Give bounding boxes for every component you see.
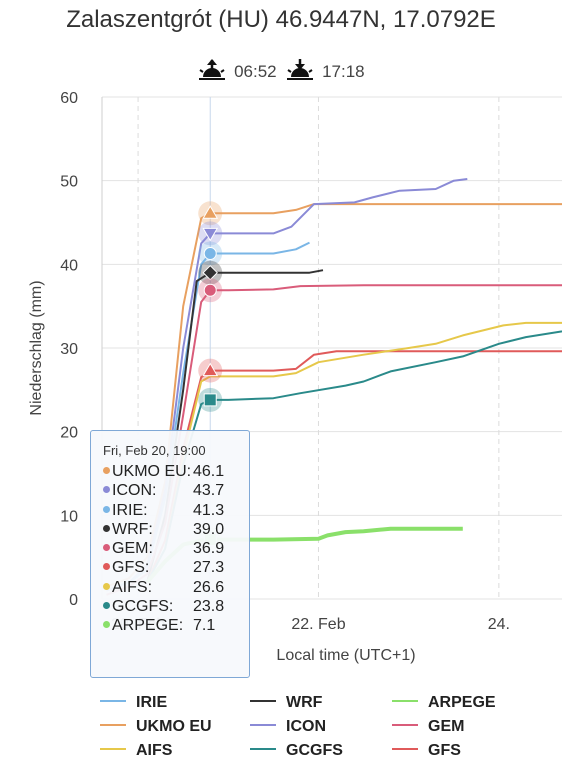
x-axis-title: Local time (UTC+1) xyxy=(276,647,415,664)
tooltip-row: WRF: 39.0 xyxy=(103,520,249,539)
tooltip-rows: UKMO EU: 46.1 ICON: 43.7 IRIE: 41.3 WRF: 39.0 GE… xyxy=(103,462,249,636)
legend-label: ARPEGE xyxy=(428,694,496,711)
x-tick-label: 24. xyxy=(488,616,510,633)
tooltip-value: 43.7 xyxy=(193,482,225,500)
legend-item-gfs[interactable]: GFS xyxy=(392,742,461,760)
tooltip-value: 41.3 xyxy=(193,501,225,519)
marker-wrf xyxy=(202,264,218,281)
tooltip-series-name: UKMO EU: xyxy=(112,463,192,480)
tooltip-value: 39.0 xyxy=(193,520,225,538)
sun-times: 06:52 17:18 xyxy=(0,58,562,82)
marker-gcgfs xyxy=(203,393,217,407)
legend-swatch xyxy=(392,700,418,702)
tooltip-value: 46.1 xyxy=(193,463,225,480)
legend-swatch xyxy=(100,724,126,726)
marker-ukmo-eu xyxy=(202,205,219,219)
tooltip-row: GCGFS: 23.8 xyxy=(103,597,249,616)
tooltip-series-name: GCGFS: xyxy=(112,598,174,616)
tooltip-series-name: GFS: xyxy=(112,559,150,577)
legend-label: UKMO EU xyxy=(136,718,212,735)
tooltip-value: 36.9 xyxy=(193,540,225,558)
tooltip-dot xyxy=(103,505,110,513)
marker-icon xyxy=(202,227,219,242)
tooltip-series-name: IRIE: xyxy=(112,501,148,519)
marker-gfs xyxy=(202,362,219,377)
y-tick-label: 30 xyxy=(60,341,78,358)
tooltip-row: ARPEGE: 7.1 xyxy=(103,616,249,635)
tooltip-dot xyxy=(103,563,110,571)
sunrise-icon xyxy=(199,59,226,80)
legend-swatch xyxy=(250,724,276,726)
tooltip-row: AIFS: 26.6 xyxy=(103,578,249,597)
legend-label: GFS xyxy=(428,742,461,759)
legend-label: GEM xyxy=(428,718,465,735)
chart-title: Zalaszentgrót (HU) 46.9447N, 17.0792E xyxy=(66,6,496,33)
legend-label: IRIE xyxy=(136,694,168,711)
legend-label: WRF xyxy=(286,694,323,711)
legend-item-irie[interactable]: IRIE xyxy=(100,694,167,712)
tooltip-dot xyxy=(103,544,110,552)
tooltip-row: GEM: 36.9 xyxy=(103,539,249,558)
legend-swatch xyxy=(250,700,276,702)
y-tick-label: 40 xyxy=(60,257,78,274)
legend-swatch xyxy=(100,748,126,750)
tooltip-dot xyxy=(103,621,110,629)
legend-item-gcgfs[interactable]: GCGFS xyxy=(250,742,343,760)
y-tick-label: 20 xyxy=(60,425,78,442)
tooltip-dot xyxy=(103,486,110,494)
legend-label: ICON xyxy=(286,718,326,735)
tooltip-dot xyxy=(103,602,110,610)
y-tick-label: 50 xyxy=(60,174,78,191)
tooltip-row: ICON: 43.7 xyxy=(103,481,249,500)
y-tick-label: 10 xyxy=(60,508,78,525)
legend-swatch xyxy=(392,748,418,750)
legend-label: GCGFS xyxy=(286,742,343,759)
tooltip-header: Fri, Feb 20, 19:00 xyxy=(103,443,206,458)
tooltip-value: 26.6 xyxy=(193,578,225,596)
legend-label: AIFS xyxy=(136,742,173,759)
tooltip-row: GFS: 27.3 xyxy=(103,558,249,577)
sunset-group: 17:18 xyxy=(285,58,365,82)
tooltip: Fri, Feb 20, 19:00 UKMO EU: 46.1 ICON: 43.7… xyxy=(90,430,250,678)
tooltip-row: UKMO EU: 46.1 xyxy=(103,462,249,481)
tooltip-series-name: ICON: xyxy=(112,482,157,500)
sunset-icon xyxy=(287,59,314,80)
tooltip-series-name: ARPEGE: xyxy=(112,617,184,635)
series-line-aifs xyxy=(146,321,562,583)
tooltip-series-name: GEM: xyxy=(112,540,153,558)
legend-item-wrf[interactable]: WRF xyxy=(250,694,322,712)
sunrise-time: 06:52 xyxy=(234,62,277,81)
marker-irie xyxy=(203,246,217,260)
y-tick-label: 0 xyxy=(69,592,78,609)
legend-item-ukmo-eu[interactable]: UKMO EU xyxy=(100,718,212,736)
tooltip-dot xyxy=(103,524,110,532)
tooltip-series-name: AIFS: xyxy=(112,578,153,596)
tooltip-dot xyxy=(103,582,110,590)
tooltip-row: IRIE: 41.3 xyxy=(103,501,249,520)
legend-swatch xyxy=(392,724,418,726)
tooltip-value: 27.3 xyxy=(193,559,225,577)
x-tick-label: 22. Feb xyxy=(291,616,345,633)
legend-item-arpege[interactable]: ARPEGE xyxy=(392,694,496,712)
y-tick-label: 60 xyxy=(60,90,78,107)
y-axis-title: Niederschlag (mm) xyxy=(28,280,45,415)
legend-item-aifs[interactable]: AIFS xyxy=(100,742,172,760)
legend-swatch xyxy=(250,748,276,750)
marker-gem xyxy=(203,283,217,297)
legend-item-gem[interactable]: GEM xyxy=(392,718,464,736)
legend-swatch xyxy=(100,700,126,702)
legend-item-icon[interactable]: ICON xyxy=(250,718,326,736)
tooltip-value: 7.1 xyxy=(193,617,216,635)
tooltip-dot xyxy=(103,467,110,474)
sunrise-group: 06:52 xyxy=(197,58,277,82)
sunset-time: 17:18 xyxy=(322,62,365,81)
tooltip-series-name: WRF: xyxy=(112,520,153,538)
tooltip-value: 23.8 xyxy=(193,598,225,616)
